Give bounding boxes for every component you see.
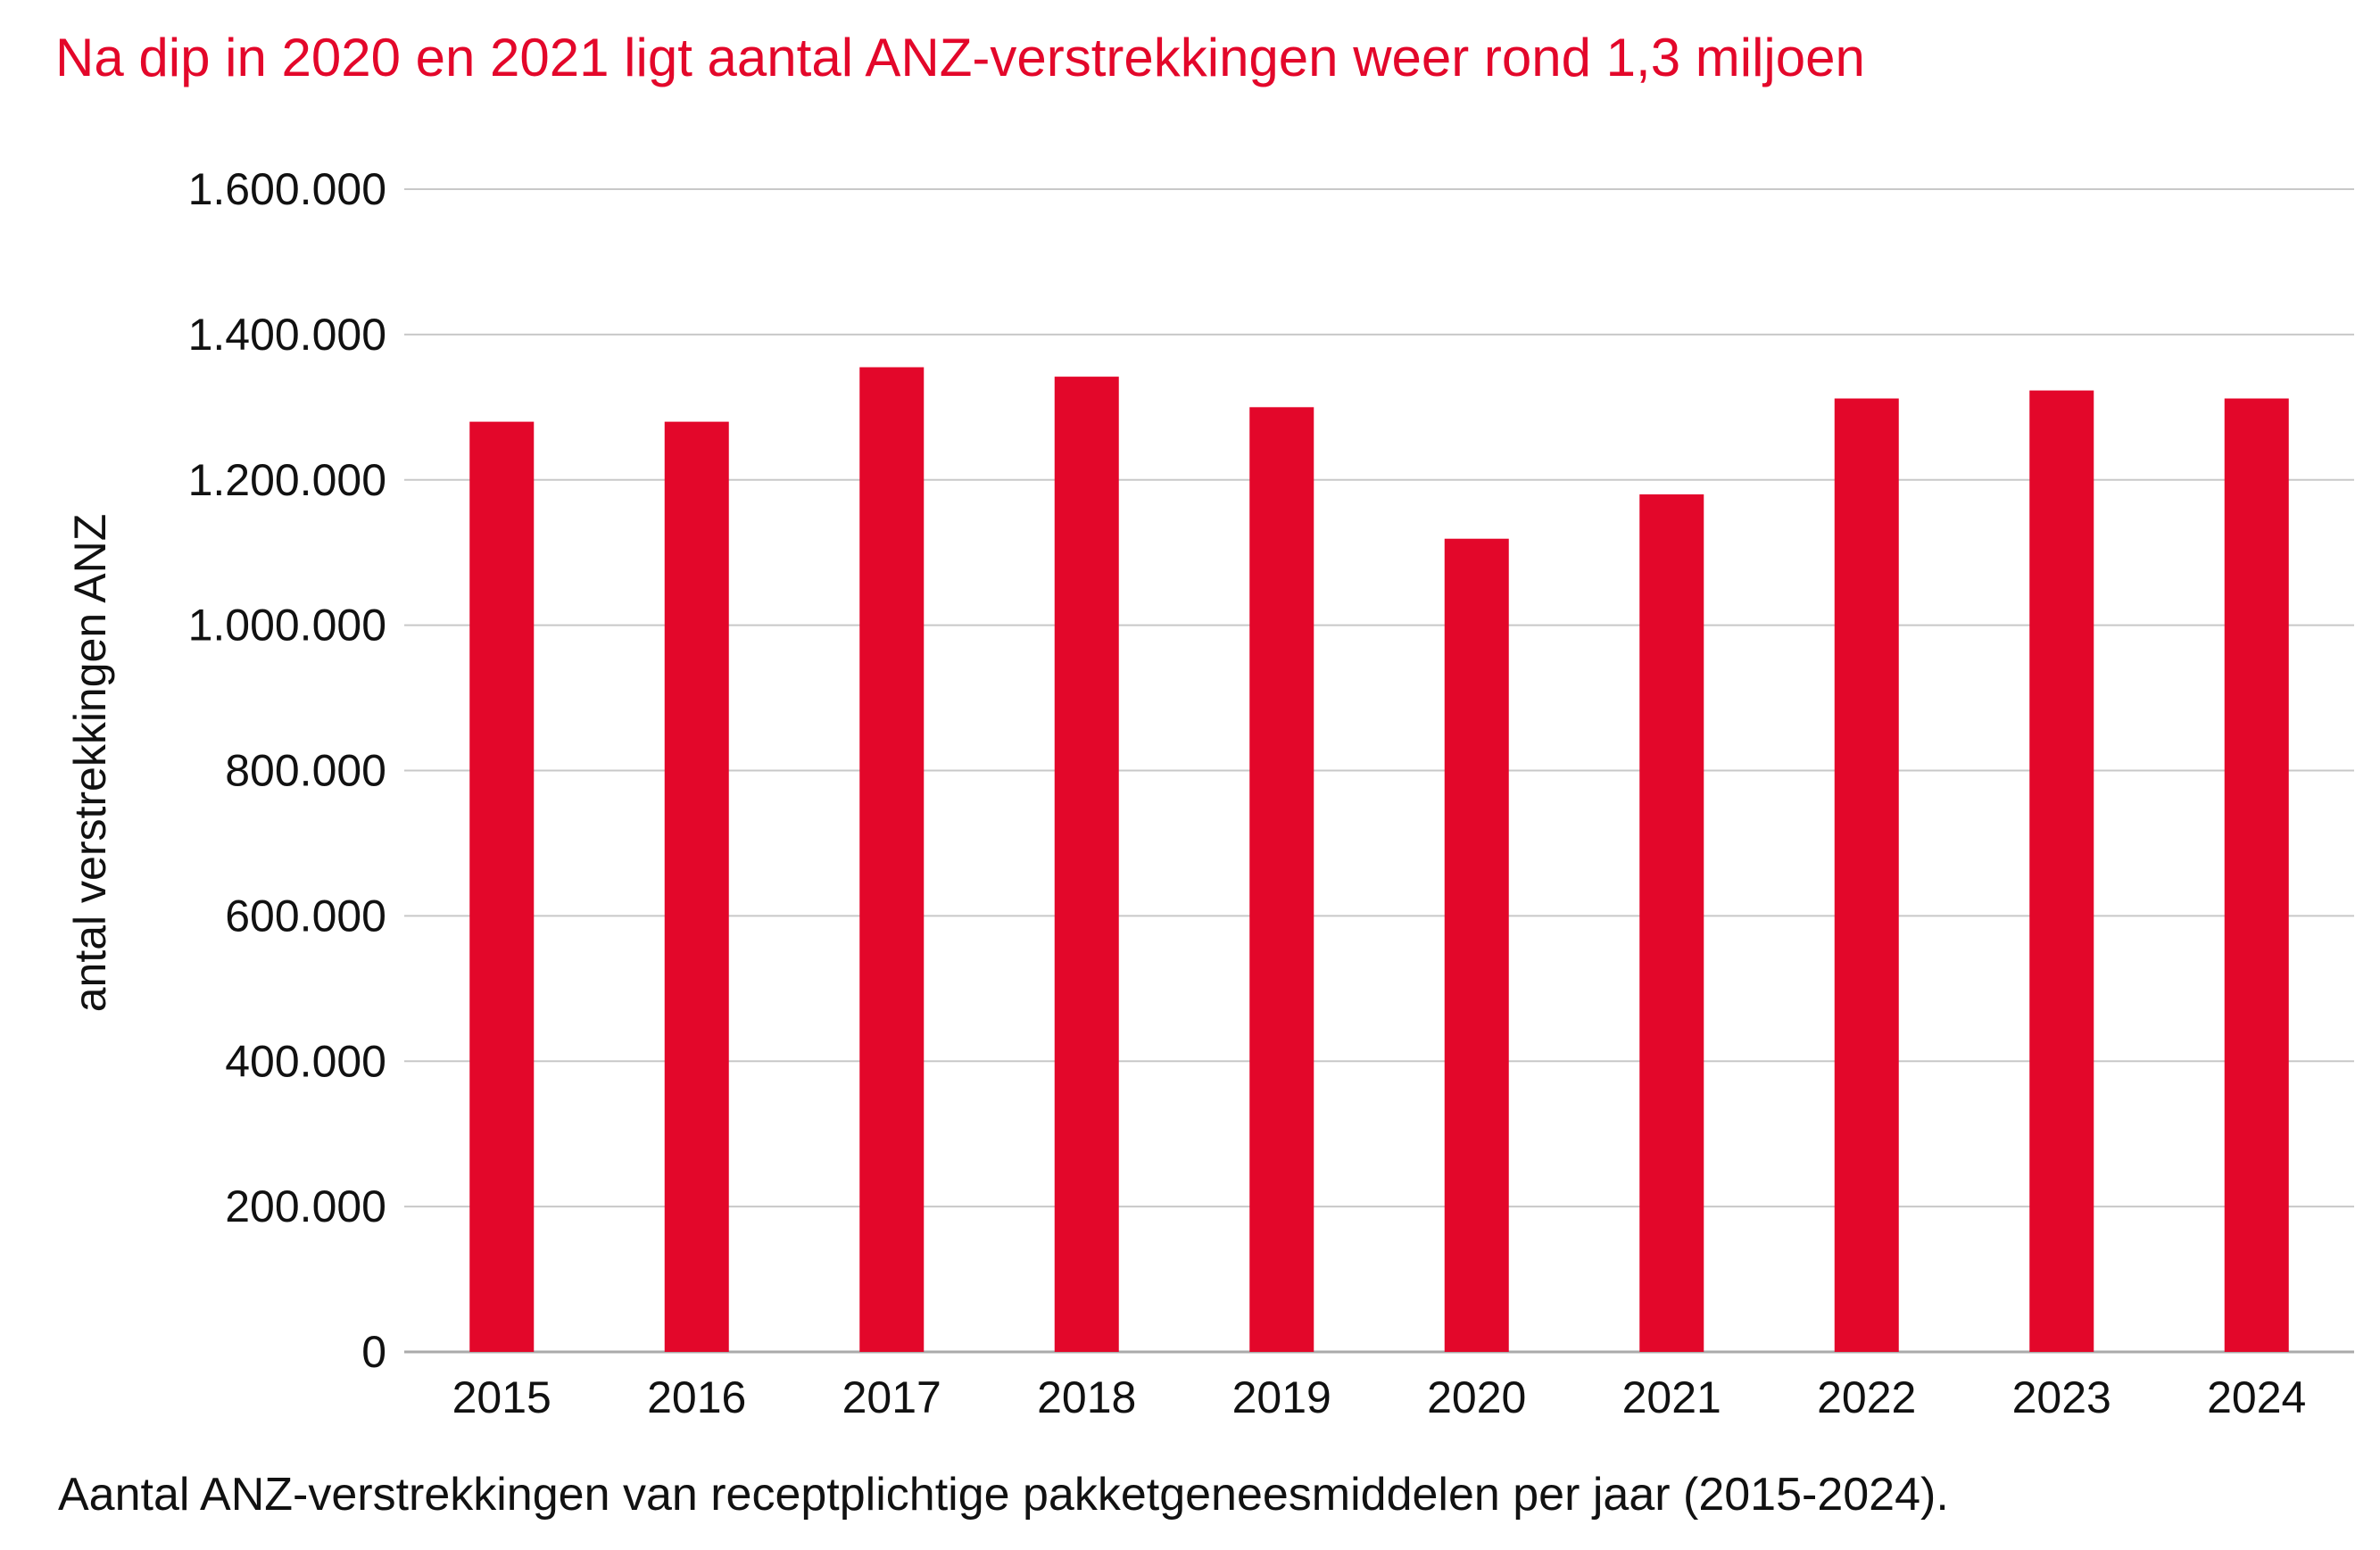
y-tick-label: 1.600.000 [188,164,386,214]
x-tick-label: 2015 [452,1372,551,1422]
bar-2022 [1834,398,1899,1352]
bar-2016 [664,421,729,1353]
bars [469,367,2289,1353]
y-tick-label: 400.000 [225,1036,386,1086]
x-tick-labels: 2015 2016 2017 2018 2019 2020 2021 2022 2023 2024 [452,1372,2307,1422]
bar-2023 [2029,390,2094,1352]
bar-2020 [1444,538,1509,1352]
y-axis-label: antal verstrekkingen ANZ [65,514,115,1013]
x-tick-label: 2020 [1427,1372,1526,1422]
x-tick-label: 2019 [1232,1372,1331,1422]
y-tick-labels: 0 200.000 400.000 600.000 800.000 1.000.000 1.… [188,164,386,1377]
bar-2015 [469,421,535,1353]
y-tick-label: 800.000 [225,746,386,796]
bar-2018 [1054,377,1119,1352]
y-tick-label: 1.000.000 [188,601,386,651]
chart-title: Na dip in 2020 en 2021 ligt aantal ANZ-v… [55,28,1865,87]
bar-2019 [1249,407,1314,1352]
bar-2021 [1639,494,1704,1352]
x-tick-label: 2024 [2207,1372,2306,1422]
y-tick-label: 200.000 [225,1181,386,1231]
x-tick-label: 2017 [842,1372,941,1422]
bar-2024 [2224,398,2289,1352]
y-tick-label: 0 [361,1327,386,1377]
y-tick-label: 1.400.000 [188,310,386,360]
chart-caption: Aantal ANZ-verstrekkingen van receptplic… [58,1469,1949,1521]
bar-2017 [859,367,925,1353]
y-tick-label: 1.200.000 [188,455,386,505]
x-tick-label: 2022 [1817,1372,1916,1422]
x-tick-label: 2018 [1037,1372,1136,1422]
gridlines [404,188,2354,1354]
y-tick-label: 600.000 [225,891,386,941]
x-tick-label: 2023 [2012,1372,2111,1422]
x-tick-label: 2016 [647,1372,746,1422]
x-tick-label: 2021 [1622,1372,1721,1422]
